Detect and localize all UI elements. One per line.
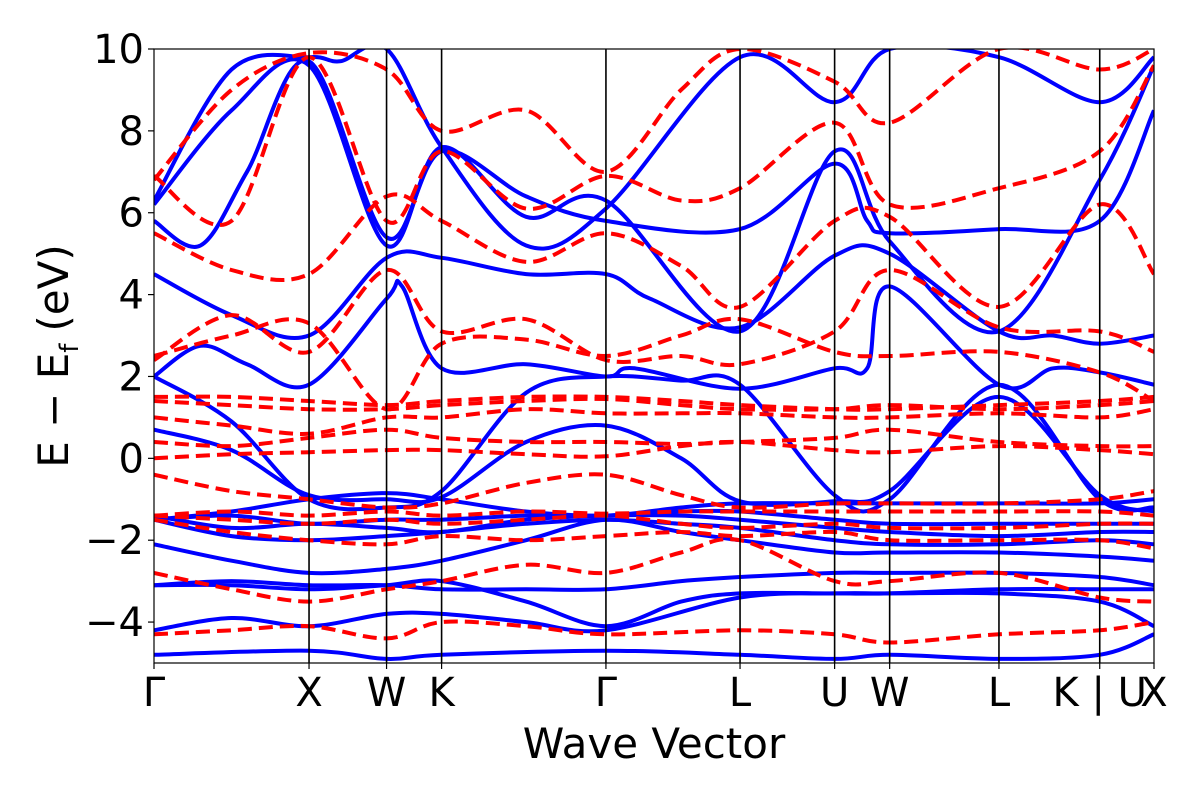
- dashed-band-line-7: [154, 427, 1154, 449]
- solid-band-line-14: [154, 57, 1154, 335]
- solid-band-line-0: [154, 632, 1154, 661]
- y-axis-label-unit: (eV): [29, 244, 78, 331]
- solid-band-line-5: [154, 517, 1154, 547]
- high-symmetry-lines: [308, 49, 1101, 663]
- dashed-band-line-1: [154, 537, 1154, 604]
- x-tick-label-1: X: [295, 670, 322, 716]
- dashed-band-line-15: [154, 49, 1154, 182]
- plot-frame: [153, 48, 1155, 664]
- solid-band-line-15: [154, 49, 1154, 251]
- y-tick-label-4: 4: [119, 273, 144, 319]
- dashed-band-line-11: [154, 267, 1154, 368]
- dashed-band-line-8: [154, 407, 1154, 436]
- y-axis-label-main: E − E: [29, 353, 78, 468]
- y-tick-label-6: 8: [119, 109, 144, 155]
- solid-band-line-11: [154, 278, 1154, 391]
- dashed-band-line-10: [154, 394, 1154, 412]
- dashed-band-line-4: [154, 509, 1154, 518]
- x-tick-label-7: W: [870, 670, 910, 716]
- solid-band-line-2: [154, 578, 1154, 629]
- solid-band-line-7: [154, 508, 1154, 527]
- x-axis-label: Wave Vector: [523, 719, 786, 768]
- x-tick-label-6: U: [820, 670, 849, 716]
- dashed-band-line-5: [154, 472, 1154, 510]
- dashed-band-line-0: [154, 619, 1154, 645]
- dashed-band-line-9: [154, 396, 1154, 412]
- y-tick-label-2: 0: [119, 436, 144, 482]
- y-tick-label-5: 6: [119, 191, 144, 237]
- bands-layer: [154, 49, 1154, 661]
- y-axis: −4 −2 0 2 4 6 8 10: [85, 27, 154, 646]
- x-tick-label-3: K: [428, 670, 456, 716]
- y-tick-label-3: 2: [119, 354, 144, 400]
- x-tick-label-4: Γ: [595, 670, 618, 716]
- x-tick-label-10: X: [1140, 670, 1167, 716]
- x-tick-label-8: L: [988, 670, 1011, 716]
- dashed-band-line-6: [154, 439, 1154, 461]
- x-tick-label-2: W: [367, 670, 407, 716]
- y-axis-label: E − Ef (eV): [29, 244, 85, 467]
- dashed-band-line-13: [154, 192, 1154, 310]
- dashed-band-line-12: [154, 316, 1154, 412]
- y-tick-label-0: −4: [85, 600, 144, 646]
- dashed-band-line-2: [154, 517, 1154, 551]
- x-tick-label-5: L: [729, 670, 752, 716]
- x-tick-label-0: Γ: [143, 670, 166, 716]
- y-tick-label-7: 10: [93, 27, 144, 73]
- dashed-band-line-14: [154, 55, 1154, 227]
- x-tick-label-9: K | U: [1053, 670, 1147, 716]
- dashed-band-line-3: [154, 513, 1154, 531]
- y-axis-label-sub: f: [55, 343, 85, 353]
- solid-band-line-4: [154, 517, 1154, 576]
- y-tick-label-1: −2: [85, 518, 144, 564]
- solid-band-line-12: [154, 243, 1154, 346]
